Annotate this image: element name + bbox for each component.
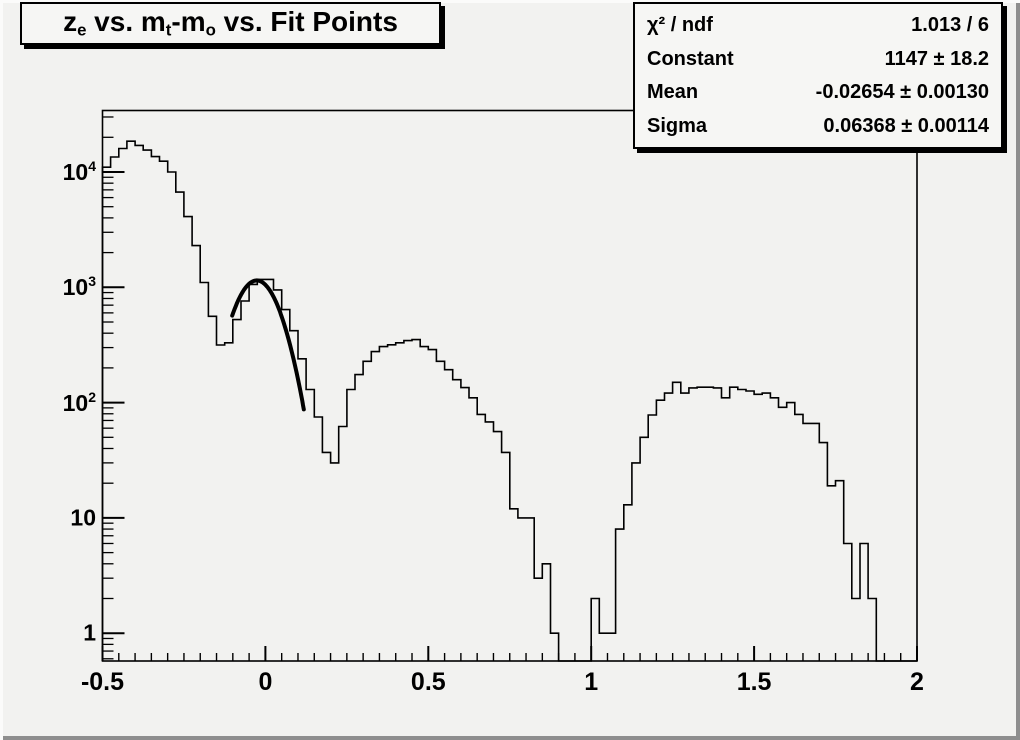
stat-label: Constant	[647, 47, 734, 70]
stat-value: -0.02654 ± 0.00130	[815, 81, 989, 104]
title-fragment: t	[165, 20, 172, 40]
x-axis-ticks	[101, 646, 918, 661]
title-fragment: e	[77, 20, 87, 40]
stats-row: Constant 1147 ± 18.2	[635, 49, 1001, 69]
stat-value: 1147 ± 18.2	[884, 47, 989, 70]
plot-title: ze vs. mt-mo vs. Fit Points	[63, 6, 398, 41]
stats-row: Sigma 0.06368 ± 0.00114	[635, 116, 1001, 136]
title-fragment: vs. m	[86, 6, 166, 38]
stat-label: Mean	[647, 81, 699, 104]
x-tick-label: -0.5	[80, 668, 125, 696]
title-fragment: -m	[171, 6, 206, 38]
y-tick-label: 10	[70, 504, 96, 531]
stat-label: Sigma	[647, 115, 708, 138]
stat-value: 1.013 / 6	[911, 13, 989, 36]
title-fragment: o	[205, 20, 216, 40]
title-fragment: vs. Fit Points	[215, 6, 398, 38]
y-axis-ticks	[102, 116, 125, 660]
y-tick-label: 103	[62, 273, 96, 301]
x-tick-label: 2	[910, 668, 924, 696]
plot-frame	[101, 109, 918, 662]
x-tick-label: 0	[258, 668, 273, 696]
stat-label: χ² / ndf	[647, 13, 713, 36]
x-tick-label: 1.5	[736, 668, 772, 696]
fit-curve	[230, 278, 306, 412]
stats-row: Mean -0.02654 ± 0.00130	[635, 82, 1001, 102]
stat-value: 0.06368 ± 0.00114	[823, 115, 989, 138]
stats-box: χ² / ndf 1.013 / 6 Constant 1147 ± 18.2 …	[633, 2, 1003, 149]
x-tick-label: 1	[584, 668, 599, 696]
y-tick-label: 1	[83, 619, 96, 646]
x-tick-label: 0.5	[410, 668, 446, 696]
title-box: ze vs. mt-mo vs. Fit Points	[20, 2, 441, 45]
stats-row: χ² / ndf 1.013 / 6	[635, 15, 1001, 35]
title-fragment: z	[63, 6, 78, 38]
y-tick-label: 104	[62, 158, 96, 185]
histogram-line	[101, 140, 917, 662]
y-tick-label: 102	[62, 388, 96, 416]
